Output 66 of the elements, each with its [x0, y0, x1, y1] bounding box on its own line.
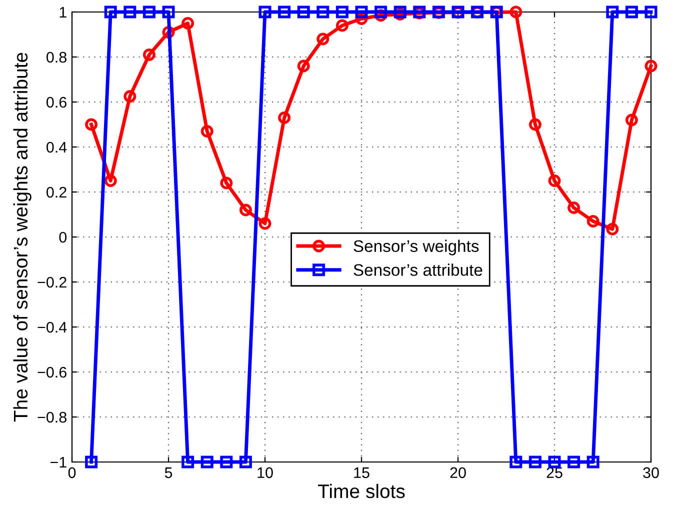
point — [644, 6, 658, 18]
legend-label: Sensor’s attribute — [354, 264, 482, 276]
y-tick-label: 0.8 — [46, 52, 66, 63]
point — [625, 6, 638, 18]
x-tick-label: 5 — [164, 467, 172, 478]
point — [142, 6, 156, 18]
point — [162, 6, 175, 18]
point — [85, 118, 98, 131]
point — [85, 456, 98, 468]
legend-label: Sensor’s weights — [354, 240, 479, 256]
point — [510, 6, 522, 18]
point — [104, 6, 117, 18]
point — [316, 32, 330, 46]
y-axis-title: The value of sensor’s weights and attribute — [13, 52, 32, 422]
y-tick-label: −0.2 — [38, 276, 66, 288]
y-tick-label: 0.4 — [46, 142, 67, 153]
point — [394, 6, 406, 18]
point — [548, 174, 561, 187]
point — [586, 456, 600, 468]
point — [297, 60, 310, 72]
point — [528, 456, 542, 468]
point — [220, 176, 233, 190]
y-tick-label: −1 — [50, 457, 66, 468]
x-axis-title: Time slots — [318, 484, 405, 498]
point — [336, 6, 348, 18]
point — [258, 217, 272, 230]
point — [258, 6, 272, 18]
x-tick-label: 30 — [643, 467, 659, 478]
point — [182, 17, 194, 30]
point — [278, 112, 291, 124]
point — [510, 456, 522, 468]
point — [606, 6, 619, 18]
point — [200, 456, 214, 468]
y-tick-label: −0.6 — [38, 366, 66, 378]
point — [239, 204, 252, 216]
point — [644, 60, 658, 72]
point — [374, 6, 388, 18]
point — [625, 114, 638, 126]
point — [239, 456, 252, 468]
y-tick-label: 0.6 — [46, 96, 66, 108]
point — [528, 118, 542, 131]
x-tick-label: 15 — [354, 467, 370, 478]
point — [278, 6, 291, 18]
point — [124, 90, 136, 103]
y-tick-label: 1 — [60, 7, 66, 18]
point — [182, 456, 194, 468]
point — [355, 6, 368, 18]
point — [606, 222, 619, 236]
y-tick-label: −0.4 — [38, 322, 67, 333]
x-tick-label: 10 — [258, 467, 273, 478]
point — [568, 456, 580, 468]
x-tick-label: 20 — [450, 467, 466, 478]
point — [316, 6, 330, 18]
point — [568, 202, 580, 214]
point — [200, 125, 214, 138]
point — [220, 456, 233, 468]
y-tick-label: 0.2 — [46, 186, 66, 198]
point — [104, 174, 117, 187]
point — [297, 6, 310, 18]
point — [586, 215, 600, 228]
point — [142, 48, 156, 61]
y-tick-label: 0 — [59, 232, 67, 243]
y-tick-label: −0.8 — [38, 412, 66, 423]
point — [336, 19, 348, 32]
point — [124, 6, 136, 18]
x-tick-label: 0 — [68, 467, 76, 478]
